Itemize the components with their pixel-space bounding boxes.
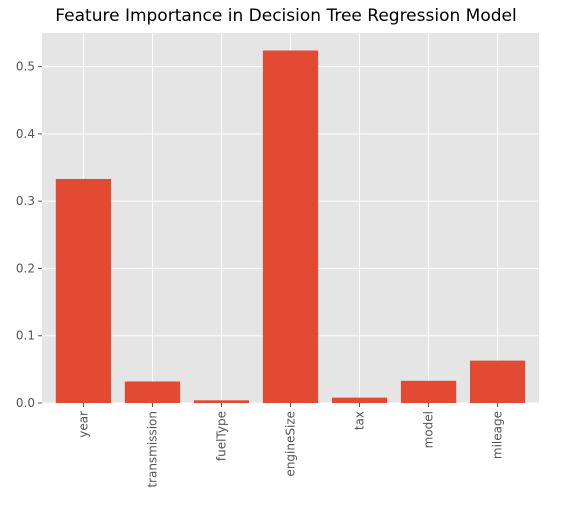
bar-model — [400, 380, 457, 403]
bars — [55, 50, 526, 404]
bar-fuelType — [193, 400, 250, 403]
x-tick-label-mileage: mileage — [491, 411, 505, 459]
bar-mileage — [469, 360, 526, 403]
x-tick-label-tax: tax — [353, 411, 367, 430]
bar-transmission — [124, 381, 181, 403]
x-tick-label-model: model — [422, 411, 436, 448]
y-tick-label: 0.4 — [16, 127, 35, 141]
bar-engineSize — [262, 50, 319, 404]
x-tick-label-transmission: transmission — [145, 411, 159, 488]
chart-title: Feature Importance in Decision Tree Regr… — [55, 6, 517, 26]
y-tick-label: 0.1 — [16, 329, 35, 343]
y-tick-label: 0.2 — [16, 261, 35, 275]
x-tick-label-engineSize: engineSize — [284, 411, 298, 477]
bar-tax — [331, 397, 388, 403]
y-tick-label: 0.5 — [16, 60, 35, 74]
x-tick-label-fuelType: fuelType — [214, 411, 228, 461]
y-tick-label: 0.3 — [16, 194, 35, 208]
x-tick-label-year: year — [76, 411, 90, 438]
bar-year — [55, 178, 112, 403]
x-axis-ticks: year transmission fuelType engineSize tax mod… — [76, 403, 505, 488]
y-tick-label: 0.0 — [16, 396, 35, 410]
y-axis-ticks: 0.0 0.1 0.2 0.3 0.4 0.5 — [16, 60, 42, 410]
